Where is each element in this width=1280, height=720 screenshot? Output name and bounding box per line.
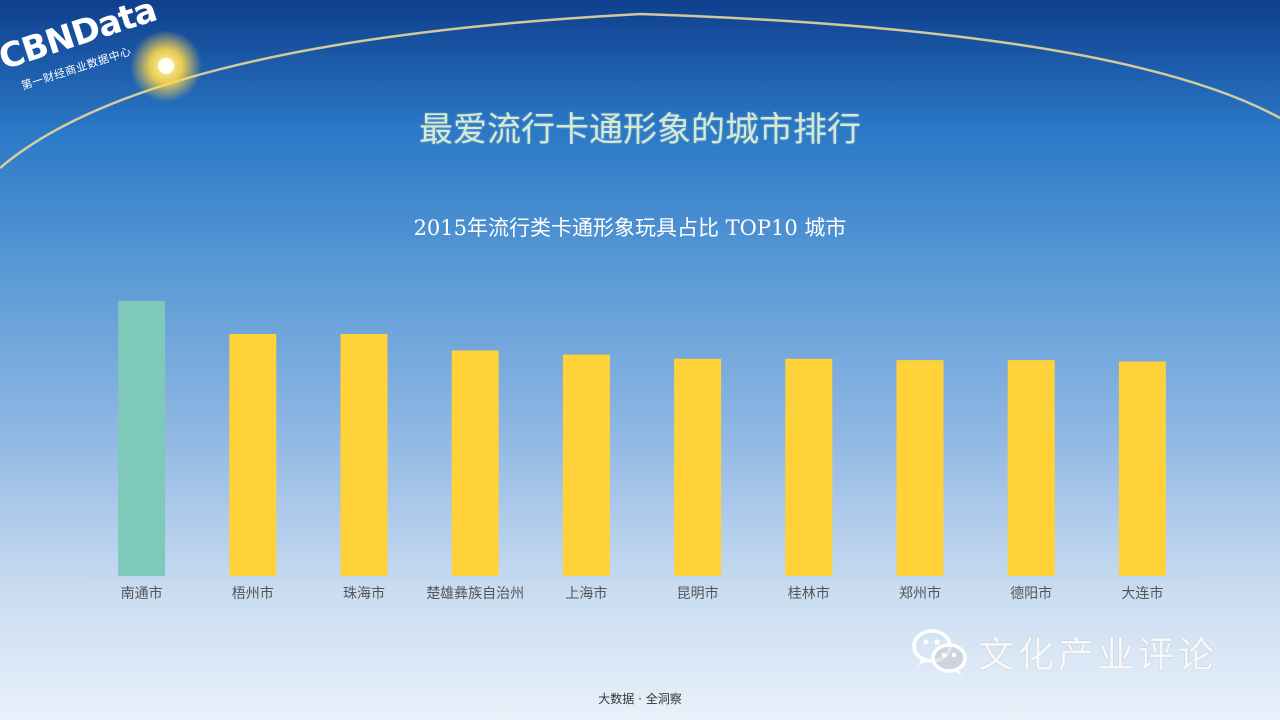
bar-7 [785,358,833,576]
x-tick-label-3: 珠海市 [343,585,385,602]
x-tick-label-9: 德阳市 [1010,585,1052,602]
footer-tagline: 大数据 · 全洞察 [598,692,682,706]
x-tick-label-1: 南通市 [121,585,163,602]
x-tick-label-7: 桂林市 [788,585,830,602]
watermark-text: 文化产业评论 [978,635,1219,676]
bar-8 [896,360,944,576]
wechat-watermark: 文化产业评论 [910,622,1218,682]
x-tick-label-6: 昆明市 [677,585,719,602]
x-tick-label-10: 大连市 [1121,585,1163,602]
x-tick-label-4: 楚雄彝族自治州 [426,586,524,602]
bar-4 [451,350,499,576]
slide-title: 最爱流行卡通形象的城市排行 [419,110,861,150]
x-tick-label-5: 上海市 [565,585,607,602]
sun-dot [158,58,174,74]
x-tick-label-2: 梧州市 [232,585,274,602]
x-tick-label-8: 郑州市 [899,585,941,602]
bar-2 [229,334,277,576]
wechat-icon [912,629,967,675]
bar-1 [118,301,166,576]
bar-10 [1118,361,1166,576]
chart-title: 2015年流行类卡通形象玩具占比 TOP10 城市 [413,216,847,240]
bar-3 [340,334,388,576]
bar-6 [674,358,722,576]
bar-9 [1007,360,1055,576]
bar-5 [562,354,610,576]
